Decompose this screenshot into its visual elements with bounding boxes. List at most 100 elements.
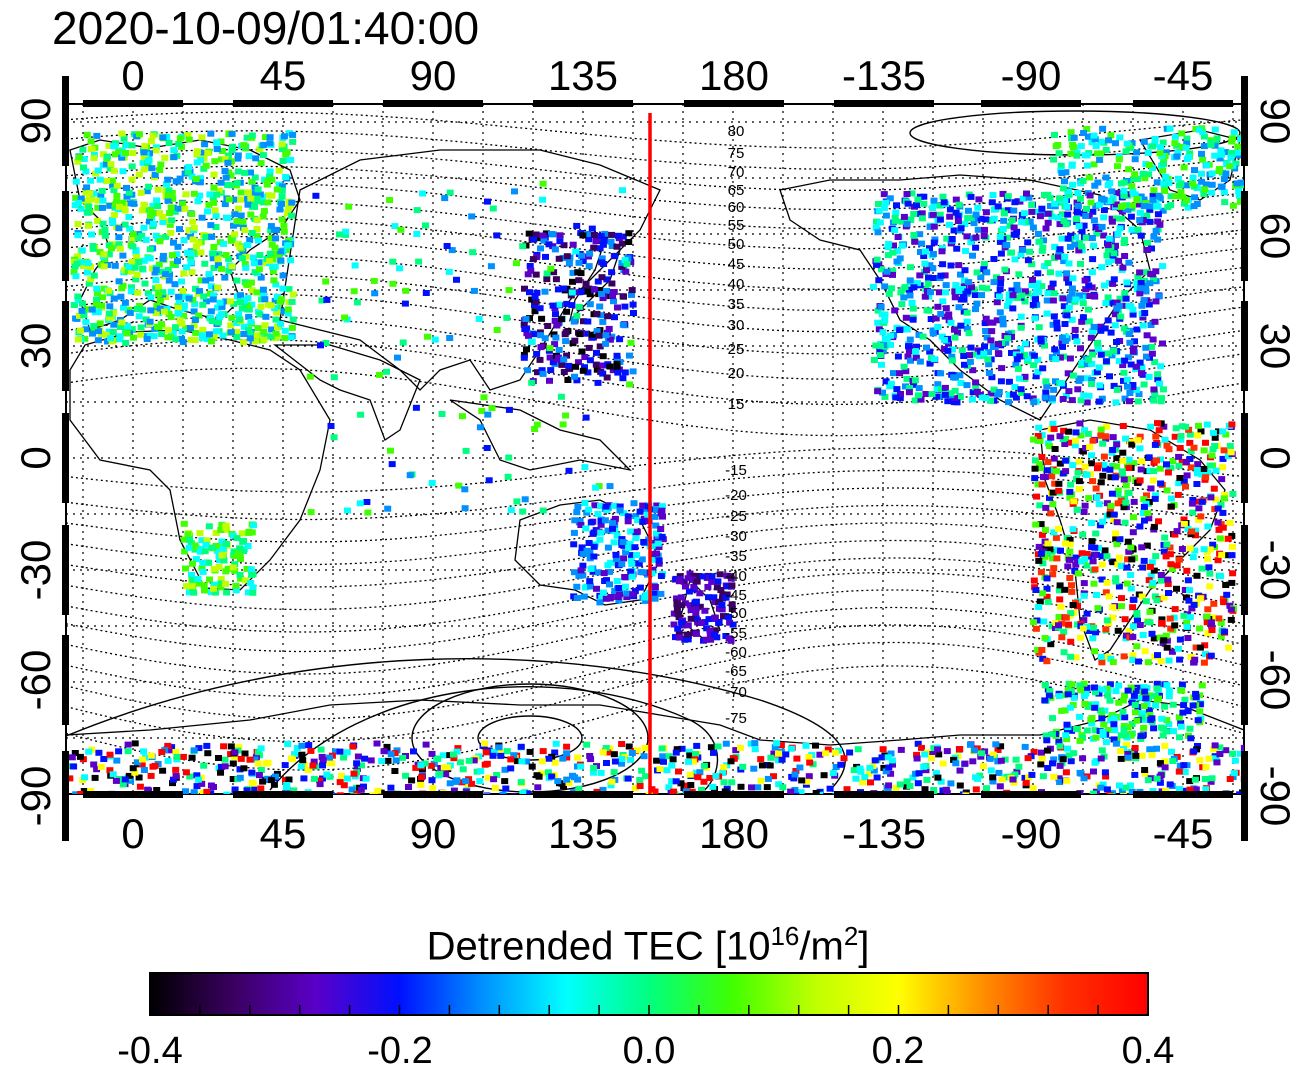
tec-point — [598, 291, 605, 297]
tec-point — [912, 377, 919, 383]
tec-point — [574, 777, 581, 783]
tec-point — [670, 789, 677, 795]
tec-point — [978, 292, 985, 298]
tec-point — [893, 202, 900, 208]
tec-point — [212, 207, 219, 213]
tec-point — [1122, 733, 1129, 739]
tec-point — [237, 572, 244, 578]
tec-point — [1070, 602, 1077, 608]
tec-point — [897, 781, 904, 787]
tec-point — [1185, 598, 1192, 604]
tec-point — [129, 150, 136, 156]
tec-point — [177, 317, 184, 323]
tec-point — [1051, 290, 1058, 296]
tec-point — [1162, 764, 1169, 770]
tec-point — [159, 768, 166, 774]
tec-point — [1168, 504, 1175, 510]
tec-point — [943, 305, 950, 311]
tec-point — [389, 259, 396, 265]
tec-point — [593, 311, 600, 317]
tec-point — [172, 767, 179, 773]
tec-point — [1077, 738, 1084, 744]
tec-point — [560, 421, 567, 427]
tec-point — [1195, 717, 1202, 723]
tec-point — [429, 751, 436, 757]
tec-point — [1178, 433, 1185, 439]
tec-point — [991, 279, 998, 285]
tec-point — [308, 509, 315, 515]
tec-point — [218, 266, 225, 272]
tec-point — [85, 223, 92, 229]
tec-point — [978, 750, 985, 756]
tec-point — [940, 761, 947, 767]
tec-point — [240, 765, 247, 771]
tec-point — [931, 224, 938, 230]
contour-label: -75 — [725, 710, 747, 727]
tec-point — [1153, 457, 1160, 463]
tec-point — [1030, 437, 1037, 443]
tec-point — [369, 792, 376, 798]
tec-point — [1190, 748, 1197, 754]
tec-point — [206, 191, 213, 197]
tec-point — [923, 777, 930, 783]
tec-point — [1159, 263, 1166, 269]
tec-point — [98, 303, 105, 309]
tec-point — [224, 182, 231, 188]
tec-point — [288, 213, 295, 219]
tec-point — [750, 766, 757, 772]
tec-point — [948, 320, 955, 326]
tec-point — [477, 424, 484, 430]
tec-point — [524, 367, 531, 373]
tec-point — [260, 329, 267, 335]
tec-point — [258, 304, 265, 310]
tec-point — [1199, 566, 1206, 572]
tec-point — [526, 289, 533, 295]
tec-point — [1094, 465, 1101, 471]
tec-point — [1139, 565, 1146, 571]
tec-point — [657, 591, 664, 597]
tec-point — [1009, 305, 1016, 311]
tec-point — [288, 200, 295, 206]
tec-point — [247, 580, 254, 586]
tec-point — [1191, 167, 1198, 173]
tec-point — [1143, 598, 1150, 604]
tec-point — [1058, 170, 1065, 176]
tec-point — [581, 594, 588, 600]
tec-point — [1148, 486, 1155, 492]
tec-point — [489, 405, 496, 411]
tec-point — [1222, 171, 1229, 177]
tec-point — [1088, 335, 1095, 341]
tec-point — [318, 747, 325, 753]
tec-point — [529, 764, 536, 770]
tec-point — [1010, 392, 1017, 398]
tec-point — [687, 782, 694, 788]
tec-point — [396, 265, 403, 271]
tec-point — [1212, 127, 1219, 133]
tec-point — [161, 309, 168, 315]
tec-point — [279, 194, 286, 200]
tec-point — [912, 348, 919, 354]
tec-point — [190, 590, 197, 596]
tec-point — [354, 299, 361, 305]
tec-point — [1100, 214, 1107, 220]
tec-point — [152, 277, 159, 283]
tec-point — [1042, 682, 1049, 688]
left-lat-label: 90 — [12, 98, 59, 145]
tec-point — [1075, 571, 1082, 577]
tec-point — [95, 168, 102, 174]
tec-point — [374, 741, 381, 747]
tec-point — [1118, 181, 1125, 187]
tec-point — [99, 188, 106, 194]
tec-point — [1210, 601, 1217, 607]
tec-point — [206, 331, 213, 337]
tec-point — [1061, 178, 1068, 184]
tec-point — [1163, 461, 1170, 467]
tec-point — [264, 199, 271, 205]
contour-label: 50 — [728, 236, 745, 253]
tec-point — [629, 574, 636, 580]
tec-point — [418, 774, 425, 780]
tec-point — [937, 273, 944, 279]
tec-point — [91, 155, 98, 161]
tec-point — [483, 749, 490, 755]
tec-point — [183, 264, 190, 270]
